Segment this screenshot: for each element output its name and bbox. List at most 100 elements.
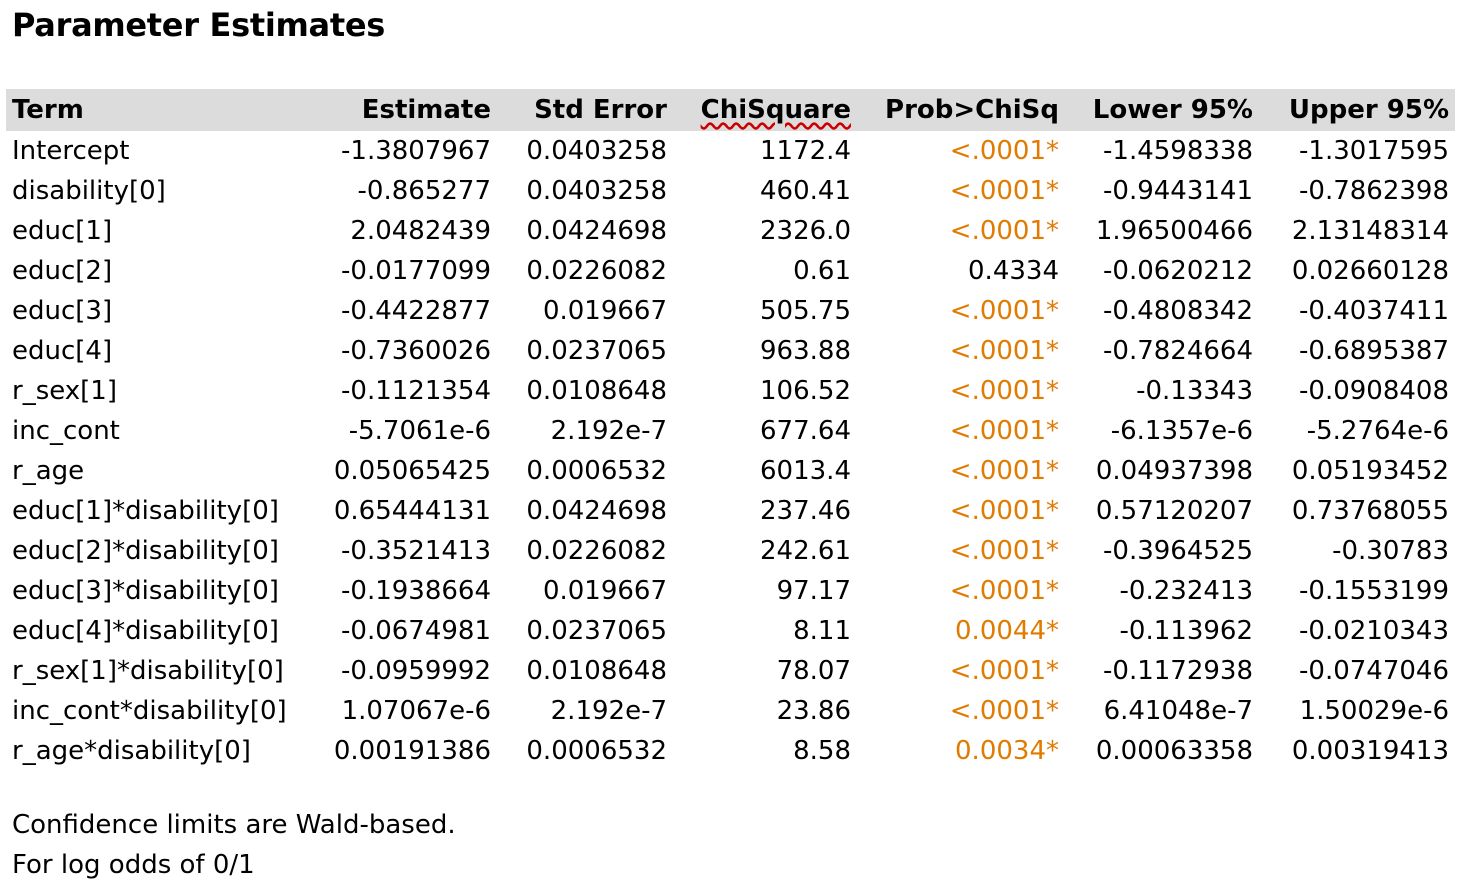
- table-row: educ[3]*disability[0] -0.1938664 0.019667 9…: [6, 571, 1455, 611]
- cell-estimate: 0.05065425: [333, 456, 491, 486]
- cell-estimate: -0.0177099: [341, 256, 491, 286]
- cell-lower-95: 0.57120207: [1095, 496, 1253, 526]
- cell-prob: <.0001*: [949, 536, 1059, 566]
- cell-lower-95: -0.9443141: [1103, 176, 1253, 206]
- cell-std-error: 0.0403258: [526, 176, 667, 206]
- cell-upper-95: -1.3017595: [1299, 136, 1449, 166]
- cell-lower-95: -0.232413: [1119, 576, 1253, 606]
- cell-estimate: -0.0674981: [341, 616, 491, 646]
- cell-lower-95: 6.41048e-7: [1103, 696, 1253, 726]
- table-row: inc_cont*disability[0] 1.07067e-6 2.192e-7…: [6, 691, 1455, 731]
- cell-term: educ[2]: [12, 256, 113, 286]
- cell-upper-95: -0.6895387: [1299, 336, 1449, 366]
- column-header-std-error[interactable]: Std Error: [534, 95, 667, 125]
- cell-upper-95: -5.2764e-6: [1306, 416, 1449, 446]
- cell-upper-95: -0.0210343: [1299, 616, 1449, 646]
- cell-upper-95: -0.4037411: [1299, 296, 1449, 326]
- cell-chisquare: 963.88: [760, 336, 851, 366]
- cell-prob: <.0001*: [949, 656, 1059, 686]
- cell-estimate: -5.7061e-6: [348, 416, 491, 446]
- cell-estimate: -1.3807967: [341, 136, 491, 166]
- cell-estimate: 2.0482439: [350, 216, 491, 246]
- cell-upper-95: -0.0908408: [1299, 376, 1449, 406]
- cell-estimate: -0.4422877: [341, 296, 491, 326]
- cell-chisquare: 505.75: [760, 296, 851, 326]
- cell-term: educ[4]*disability[0]: [12, 616, 279, 646]
- column-header-estimate[interactable]: Estimate: [361, 95, 491, 125]
- table-row: r_sex[1]*disability[0] -0.0959992 0.010864…: [6, 651, 1455, 691]
- cell-chisquare: 8.11: [793, 616, 851, 646]
- cell-prob: 0.4334: [968, 256, 1059, 286]
- cell-prob: 0.0044*: [955, 616, 1059, 646]
- table-row: r_age 0.05065425 0.0006532 6013.4 <.0001* 0.0…: [6, 451, 1455, 491]
- cell-upper-95: -0.0747046: [1299, 656, 1449, 686]
- table-row: educ[4] -0.7360026 0.0237065 963.88 <.0001* -…: [6, 331, 1455, 371]
- column-header-lower-95[interactable]: Lower 95%: [1092, 95, 1253, 125]
- cell-upper-95: 0.02660128: [1291, 256, 1449, 286]
- cell-term: educ[2]*disability[0]: [12, 536, 279, 566]
- cell-lower-95: -0.13343: [1136, 376, 1253, 406]
- cell-std-error: 0.0424698: [526, 216, 667, 246]
- table-row: educ[3] -0.4422877 0.019667 505.75 <.0001* -0…: [6, 291, 1455, 331]
- cell-chisquare: 460.41: [760, 176, 851, 206]
- table-row: educ[1] 2.0482439 0.0424698 2326.0 <.0001* 1.…: [6, 211, 1455, 251]
- column-header-chisquare[interactable]: ChiSquare: [700, 95, 851, 125]
- cell-std-error: 0.0006532: [526, 736, 667, 766]
- cell-prob: <.0001*: [949, 416, 1059, 446]
- cell-upper-95: -0.7862398: [1299, 176, 1449, 206]
- table-row: educ[1]*disability[0] 0.65444131 0.0424698…: [6, 491, 1455, 531]
- cell-estimate: -0.7360026: [341, 336, 491, 366]
- cell-prob: <.0001*: [949, 176, 1059, 206]
- cell-term: educ[3]*disability[0]: [12, 576, 279, 606]
- cell-lower-95: -1.4598338: [1103, 136, 1253, 166]
- table-row: educ[2]*disability[0] -0.3521413 0.0226082…: [6, 531, 1455, 571]
- cell-estimate: 0.65444131: [333, 496, 491, 526]
- cell-prob: <.0001*: [949, 696, 1059, 726]
- cell-term: Intercept: [12, 136, 130, 166]
- cell-lower-95: -0.4808342: [1103, 296, 1253, 326]
- table-row: disability[0] -0.865277 0.0403258 460.41 <.0…: [6, 171, 1455, 211]
- cell-estimate: -0.1121354: [341, 376, 491, 406]
- cell-prob: <.0001*: [949, 136, 1059, 166]
- cell-estimate: 0.00191386: [333, 736, 491, 766]
- table-row: r_sex[1] -0.1121354 0.0108648 106.52 <.0001*…: [6, 371, 1455, 411]
- table-row: inc_cont -5.7061e-6 2.192e-7 677.64 <.0001* -…: [6, 411, 1455, 451]
- column-header-term[interactable]: Term: [12, 95, 84, 125]
- cell-std-error: 0.0226082: [526, 256, 667, 286]
- cell-chisquare: 2326.0: [760, 216, 851, 246]
- cell-term: r_sex[1]*disability[0]: [12, 656, 284, 686]
- cell-lower-95: -0.113962: [1119, 616, 1253, 646]
- report-title: Parameter Estimates: [12, 6, 385, 44]
- cell-chisquare: 97.17: [776, 576, 851, 606]
- cell-lower-95: -0.0620212: [1103, 256, 1253, 286]
- column-header-prob-chisq[interactable]: Prob>ChiSq: [885, 95, 1059, 125]
- cell-upper-95: 2.13148314: [1291, 216, 1449, 246]
- cell-lower-95: 0.00063358: [1095, 736, 1253, 766]
- cell-estimate: -0.0959992: [341, 656, 491, 686]
- cell-term: educ[1]*disability[0]: [12, 496, 279, 526]
- cell-term: disability[0]: [12, 176, 166, 206]
- cell-std-error: 0.0108648: [526, 656, 667, 686]
- cell-prob: <.0001*: [949, 496, 1059, 526]
- cell-std-error: 0.0237065: [526, 616, 667, 646]
- cell-prob: <.0001*: [949, 296, 1059, 326]
- cell-lower-95: 1.96500466: [1095, 216, 1253, 246]
- cell-term: educ[4]: [12, 336, 113, 366]
- confidence-note: Confidence limits are Wald-based.: [12, 810, 456, 840]
- cell-upper-95: -0.30783: [1332, 536, 1449, 566]
- table-row: Intercept -1.3807967 0.0403258 1172.4 <.0001…: [6, 131, 1455, 171]
- cell-chisquare: 0.61: [793, 256, 851, 286]
- cell-term: r_age*disability[0]: [12, 736, 251, 766]
- cell-chisquare: 106.52: [760, 376, 851, 406]
- cell-chisquare: 23.86: [776, 696, 851, 726]
- cell-std-error: 0.0108648: [526, 376, 667, 406]
- cell-estimate: -0.865277: [357, 176, 491, 206]
- cell-std-error: 0.0403258: [526, 136, 667, 166]
- cell-estimate: -0.1938664: [341, 576, 491, 606]
- cell-chisquare: 78.07: [776, 656, 851, 686]
- cell-std-error: 0.0424698: [526, 496, 667, 526]
- column-header-upper-95[interactable]: Upper 95%: [1288, 95, 1449, 125]
- table-row: educ[2] -0.0177099 0.0226082 0.61 0.4334 -0.0…: [6, 251, 1455, 291]
- cell-term: inc_cont*disability[0]: [12, 696, 287, 726]
- cell-std-error: 0.0226082: [526, 536, 667, 566]
